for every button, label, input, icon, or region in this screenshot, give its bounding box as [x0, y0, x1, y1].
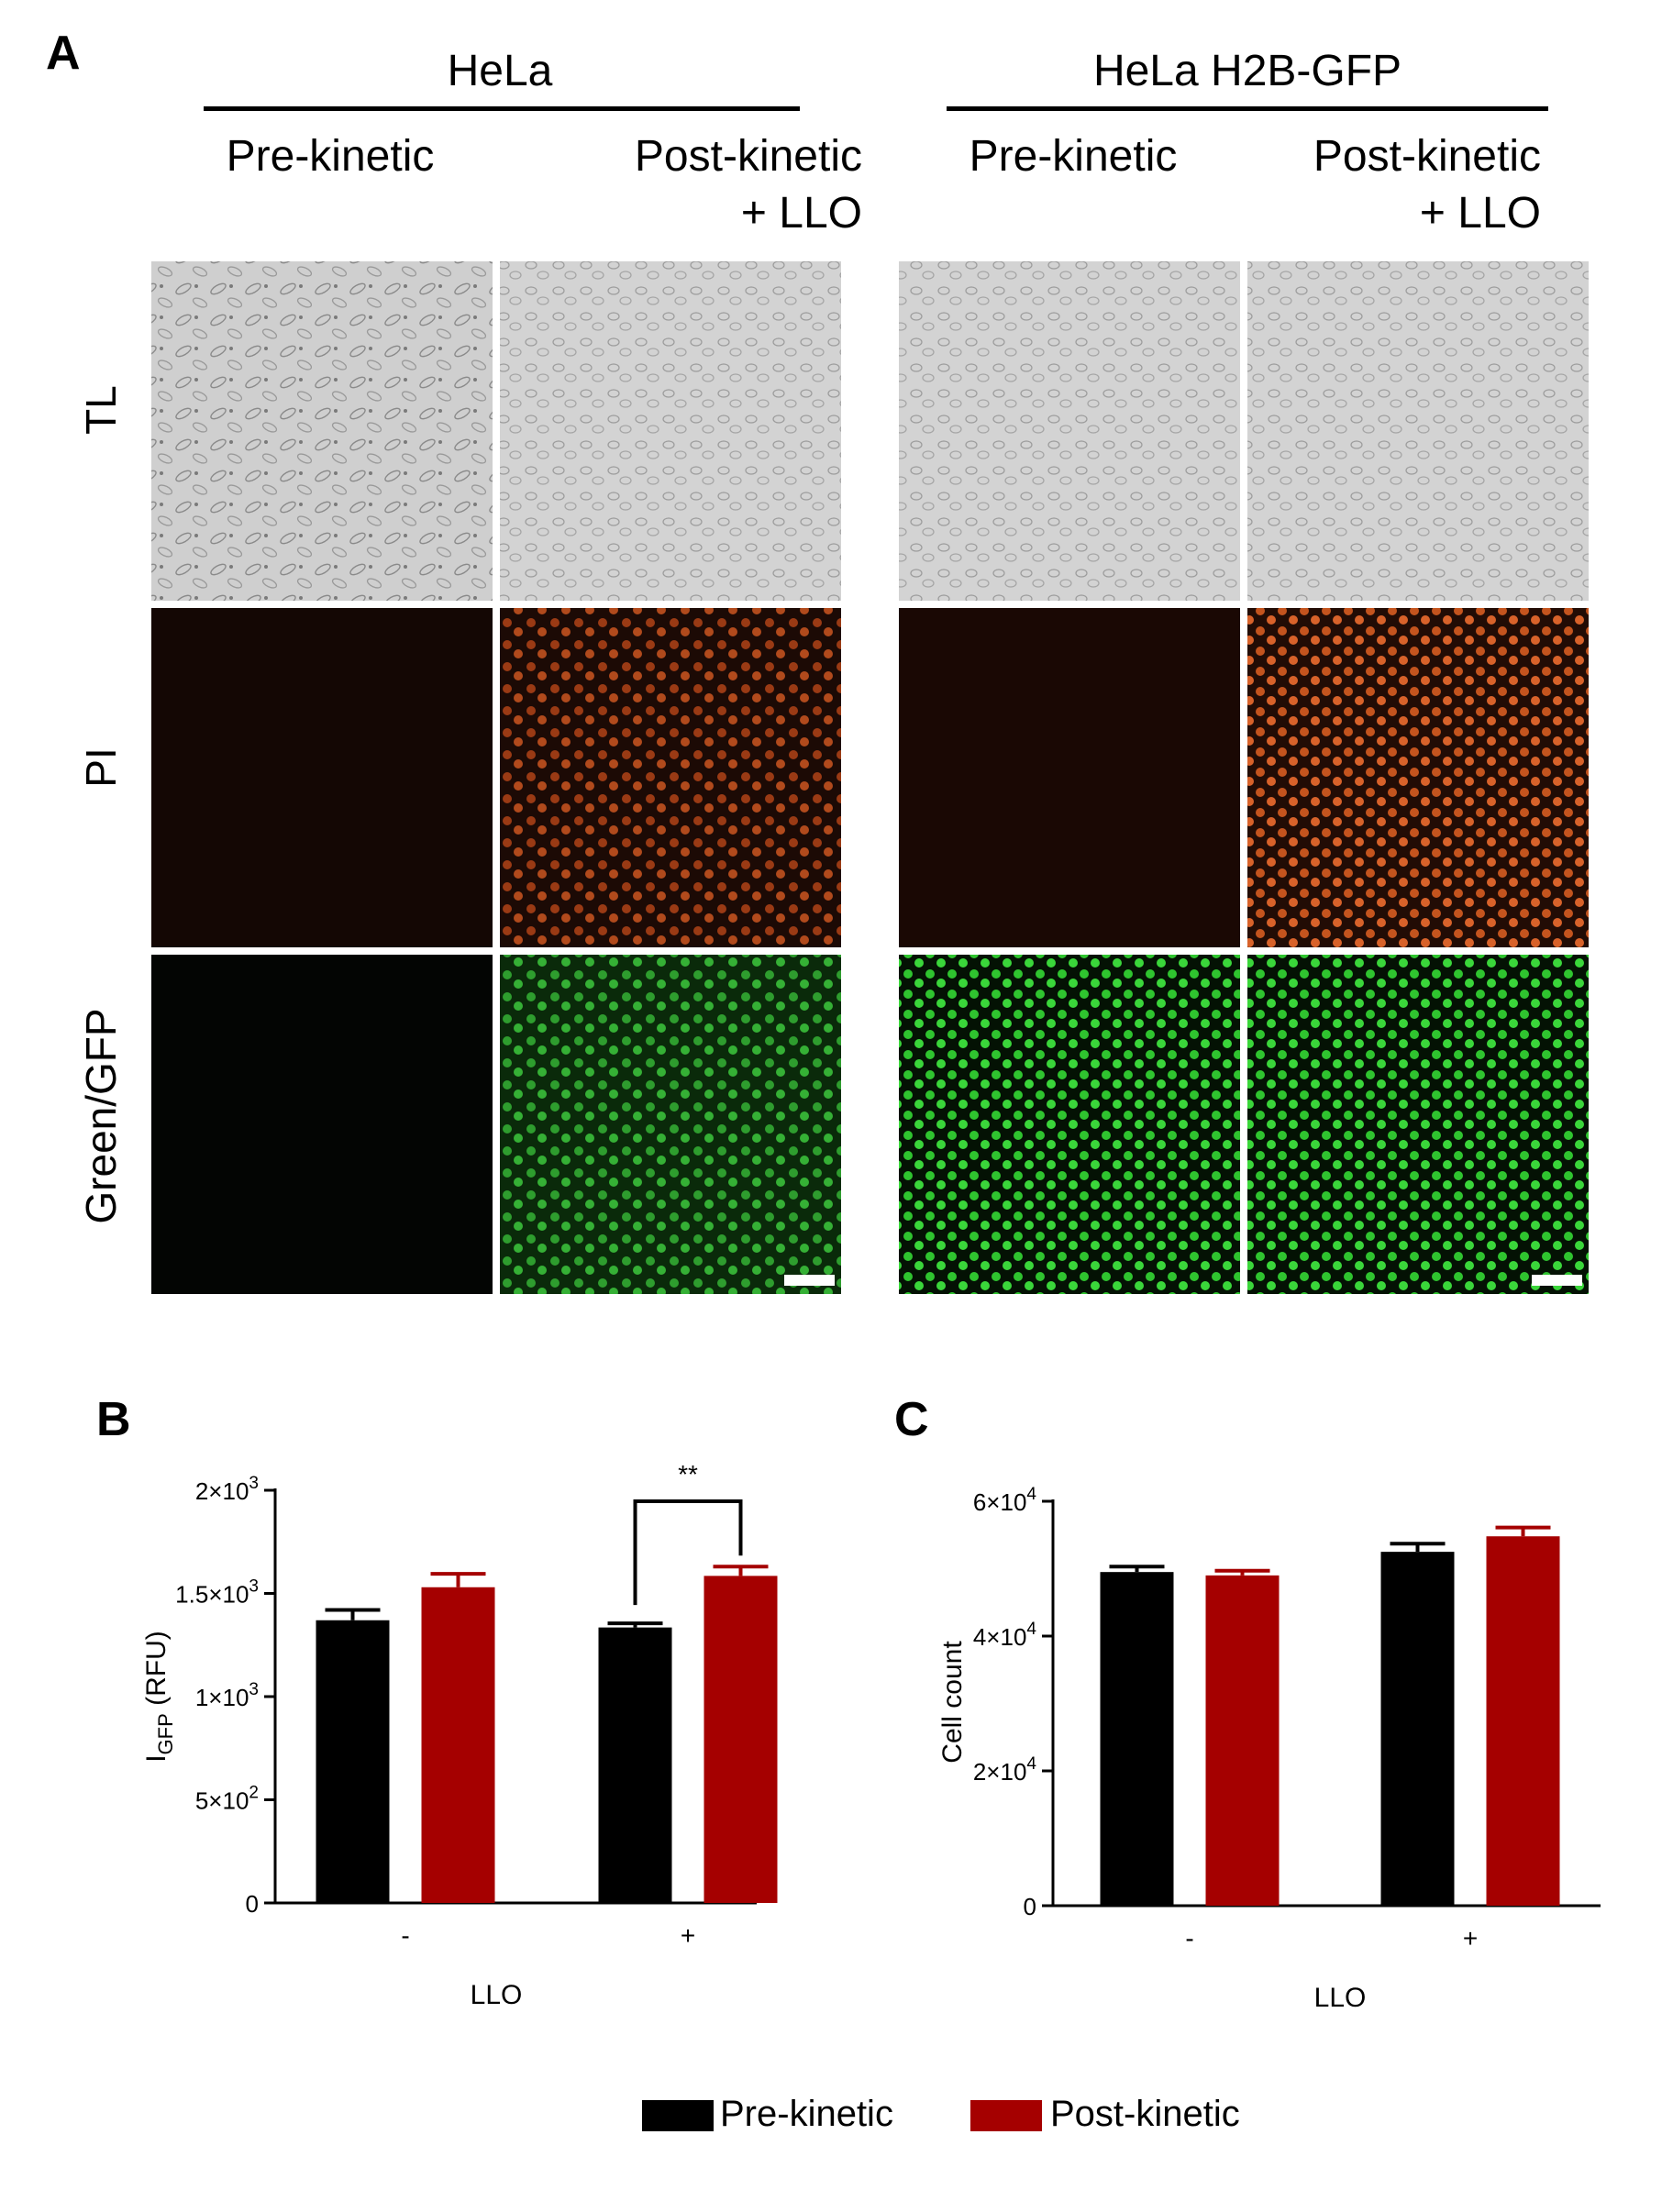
chart-c-y-axis-label: Cell count: [937, 1641, 968, 1764]
group-title-hela-h2b-gfp: HeLa H2B-GFP: [1092, 47, 1402, 95]
chart-b-x-tick-label: +: [681, 1921, 695, 1950]
condition-label-hela-pre: Pre-kinetic: [226, 132, 435, 181]
scale-bar-hela: [784, 1275, 835, 1286]
condition-label-hela-post: Post-kinetic + LLO: [634, 132, 862, 238]
micrograph-hela-pre-pi: [151, 608, 493, 947]
chart-c-y-tick-label: 6×104: [973, 1485, 1037, 1516]
micrograph-hela-post-tl: [500, 261, 841, 601]
chart-b-bar: [704, 1576, 778, 1903]
condition-label-h2b-post: Post-kinetic + LLO: [1313, 132, 1541, 238]
chart-b-y-tick-label: 1×103: [195, 1680, 259, 1711]
scale-bar-h2b: [1532, 1275, 1582, 1286]
chart-c-y-tick-label: 2×104: [973, 1754, 1037, 1786]
condition-label-h2b-pre: Pre-kinetic: [969, 132, 1178, 181]
micrograph-hela-pre-tl: [151, 261, 493, 601]
micrograph-h2b-post-tl: [1247, 261, 1589, 601]
micrograph-hela-post-pi: [500, 608, 841, 947]
chart-b-bar: [316, 1620, 390, 1903]
chart-b-y-tick-label: 5×102: [195, 1784, 259, 1815]
chart-c-x-tick-label: +: [1463, 1924, 1478, 1952]
chart-b-significance-bracket: [633, 1499, 743, 1606]
chart-b-y-tick-label: 0: [246, 1890, 259, 1918]
legend-label-post-kinetic: Post-kinetic: [1050, 2094, 1240, 2134]
micrograph-h2b-pre-tl: [899, 261, 1240, 601]
group-rule-hela-h2b-gfp: [947, 106, 1548, 111]
chart-c-bar: [1100, 1572, 1174, 1906]
micrograph-grid: [151, 261, 1589, 1294]
micrograph-h2b-pre-pi: [899, 608, 1240, 947]
chart-b-bar: [598, 1627, 672, 1903]
chart-c-bar: [1380, 1552, 1455, 1906]
chart-c-panel-letter: C: [894, 1393, 929, 1446]
chart-b-x-axis-label: LLO: [471, 1980, 523, 2010]
chart-b-significance-label: **: [678, 1460, 698, 1488]
chart-b-y-axis-label: IGFP (RFU): [141, 1631, 177, 1763]
micrograph-h2b-pre-gfp: [899, 955, 1240, 1294]
micrograph-hela-pre-gfp: [151, 955, 493, 1294]
legend-swatch-pre-kinetic: [642, 2100, 714, 2131]
legend-label-pre-kinetic: Pre-kinetic: [720, 2094, 893, 2134]
chart-c-bar: [1486, 1536, 1560, 1906]
legend-swatch-post-kinetic: [970, 2100, 1042, 2131]
group-title-hela: HeLa: [447, 47, 553, 95]
micrograph-h2b-post-gfp: [1247, 955, 1589, 1294]
panel-a-letter: A: [46, 27, 81, 80]
group-rule-hela: [204, 106, 800, 111]
chart-c-bar: [1205, 1575, 1280, 1906]
chart-b-y-tick-label: 2×103: [195, 1474, 259, 1505]
chart-c-x-axis-label: LLO: [1314, 1983, 1367, 2013]
chart-b-y-tick-label: 1.5×103: [175, 1577, 259, 1609]
chart-b-bar: [421, 1587, 495, 1903]
chart-c-x-tick-label: -: [1185, 1924, 1193, 1952]
chart-c-y-tick-label: 0: [1024, 1893, 1036, 1920]
chart-c-y-tick-label: 4×104: [973, 1620, 1037, 1651]
chart-b-x-tick-label: -: [401, 1921, 409, 1950]
micrograph-hela-post-gfp: [500, 955, 841, 1294]
micrograph-h2b-post-pi: [1247, 608, 1589, 947]
chart-b-panel-letter: B: [96, 1393, 131, 1446]
